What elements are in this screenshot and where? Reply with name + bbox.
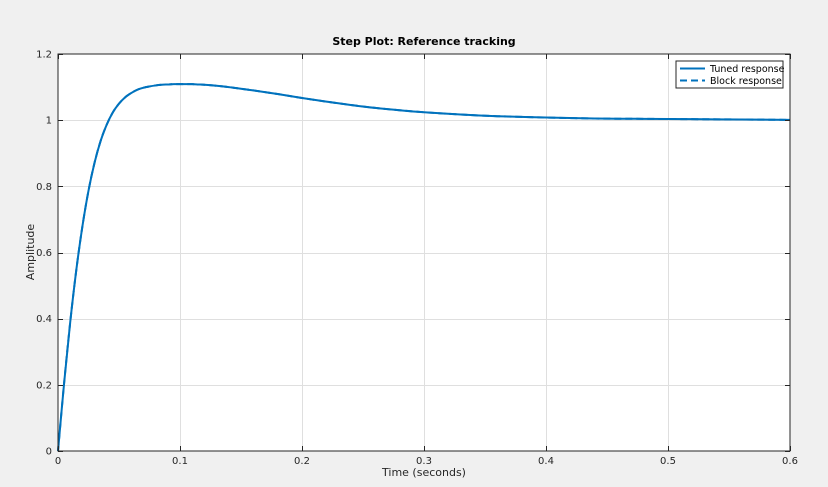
y-tick-label: 0.6 <box>36 248 52 259</box>
series-line-block-response[interactable] <box>57 83 791 452</box>
y-tick-label: 0 <box>46 447 52 458</box>
x-tick-label: 0.6 <box>782 456 798 467</box>
legend-label-block-response: Block response <box>710 76 782 87</box>
y-tick-label: 1 <box>46 116 52 127</box>
y-axis-label: Amplitude <box>24 224 37 281</box>
series-layer <box>57 83 791 452</box>
legend-box <box>675 60 784 89</box>
x-tick-label: 0.1 <box>172 456 188 467</box>
chart-title: Step Plot: Reference tracking <box>332 35 515 48</box>
x-tick-label: 0.3 <box>416 456 432 467</box>
y-tick-label: 1.2 <box>36 50 52 61</box>
legend[interactable]: Tuned response Block response <box>675 60 785 89</box>
axis-ticks: 0 0.1 0.2 0.3 0.4 0.5 0.6 0 0.2 0.4 0.6 0.8 1 1.2 <box>36 50 798 468</box>
y-tick-label: 0.8 <box>36 182 52 193</box>
x-tick-label: 0.5 <box>660 456 676 467</box>
x-tick-label: 0 <box>55 456 61 467</box>
y-tick-label: 0.2 <box>36 380 52 391</box>
y-tick-label: 0.4 <box>36 314 52 325</box>
legend-label-tuned-response: Tuned response <box>709 64 785 75</box>
grid-lines <box>58 54 790 451</box>
x-tick-label: 0.4 <box>538 456 554 467</box>
x-axis-label: Time (seconds) <box>381 466 466 479</box>
x-tick-label: 0.2 <box>294 456 310 467</box>
